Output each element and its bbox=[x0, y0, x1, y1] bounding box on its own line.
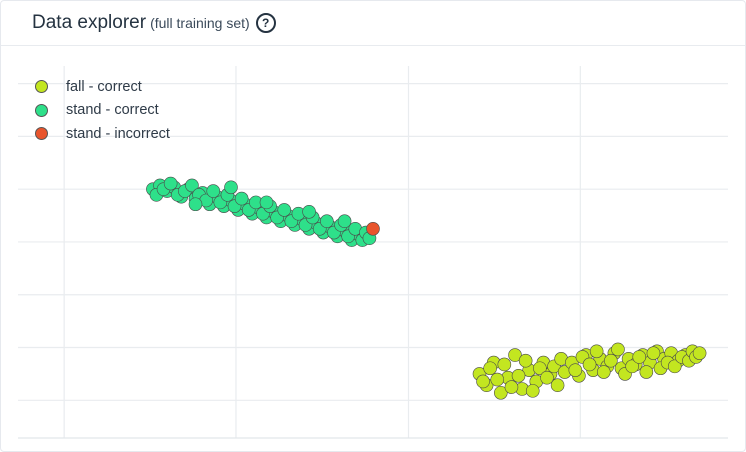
chart-points bbox=[146, 176, 707, 400]
data-point[interactable] bbox=[646, 346, 661, 360]
data-point[interactable] bbox=[497, 357, 512, 372]
data-point[interactable] bbox=[540, 370, 554, 385]
data-point[interactable] bbox=[206, 184, 221, 198]
title-text: Data explorer bbox=[32, 12, 147, 33]
data-point[interactable] bbox=[476, 374, 490, 389]
data-point[interactable] bbox=[508, 348, 522, 362]
data-point[interactable] bbox=[320, 214, 334, 229]
data-point[interactable] bbox=[518, 353, 533, 368]
data-point[interactable] bbox=[511, 368, 526, 383]
data-point[interactable] bbox=[582, 357, 597, 372]
page-subtitle: (full training set) bbox=[150, 15, 250, 31]
panel-header: Data explorer (full training set) ? bbox=[1, 1, 745, 46]
scatter-chart[interactable] bbox=[1, 46, 745, 451]
data-point[interactable] bbox=[277, 203, 292, 217]
data-point[interactable] bbox=[625, 359, 639, 374]
legend-swatch bbox=[35, 80, 48, 94]
data-point[interactable] bbox=[632, 350, 647, 364]
data-point[interactable] bbox=[366, 221, 380, 236]
question-circle-icon[interactable]: ? bbox=[255, 13, 276, 33]
data-point[interactable] bbox=[525, 384, 540, 398]
data-point[interactable] bbox=[692, 346, 707, 360]
legend-item[interactable]: fall - correct bbox=[35, 75, 170, 99]
chart-legend: fall - correct stand - correct stand - inc… bbox=[35, 75, 170, 146]
legend-swatch bbox=[35, 127, 48, 141]
legend-swatch bbox=[35, 103, 48, 117]
data-point[interactable] bbox=[490, 372, 505, 387]
data-point[interactable] bbox=[604, 353, 618, 368]
legend-label: stand - incorrect bbox=[66, 125, 170, 142]
data-point[interactable] bbox=[550, 378, 565, 393]
data-point[interactable] bbox=[533, 361, 547, 376]
data-point[interactable] bbox=[302, 205, 316, 219]
page-title: Data explorer (full training set) bbox=[32, 12, 250, 34]
data-point[interactable] bbox=[568, 363, 583, 377]
data-point[interactable] bbox=[234, 191, 249, 206]
data-point[interactable] bbox=[504, 380, 519, 394]
legend-item[interactable]: stand - correct bbox=[35, 99, 170, 123]
chart-grid bbox=[18, 66, 728, 439]
data-point[interactable] bbox=[185, 178, 199, 193]
data-point[interactable] bbox=[337, 214, 352, 229]
legend-item[interactable]: stand - incorrect bbox=[35, 122, 170, 146]
legend-label: fall - correct bbox=[66, 78, 142, 95]
data-point[interactable] bbox=[224, 180, 238, 195]
data-point[interactable] bbox=[163, 176, 178, 191]
data-point[interactable] bbox=[667, 359, 682, 374]
data-point[interactable] bbox=[188, 197, 203, 212]
data-point[interactable] bbox=[259, 195, 274, 210]
data-point[interactable] bbox=[483, 361, 497, 376]
data-point[interactable] bbox=[639, 365, 654, 379]
legend-label: stand - correct bbox=[66, 102, 159, 119]
data-point[interactable] bbox=[596, 365, 611, 379]
data-point[interactable] bbox=[589, 344, 604, 359]
data-point[interactable] bbox=[493, 385, 508, 400]
data-point[interactable] bbox=[611, 342, 625, 357]
